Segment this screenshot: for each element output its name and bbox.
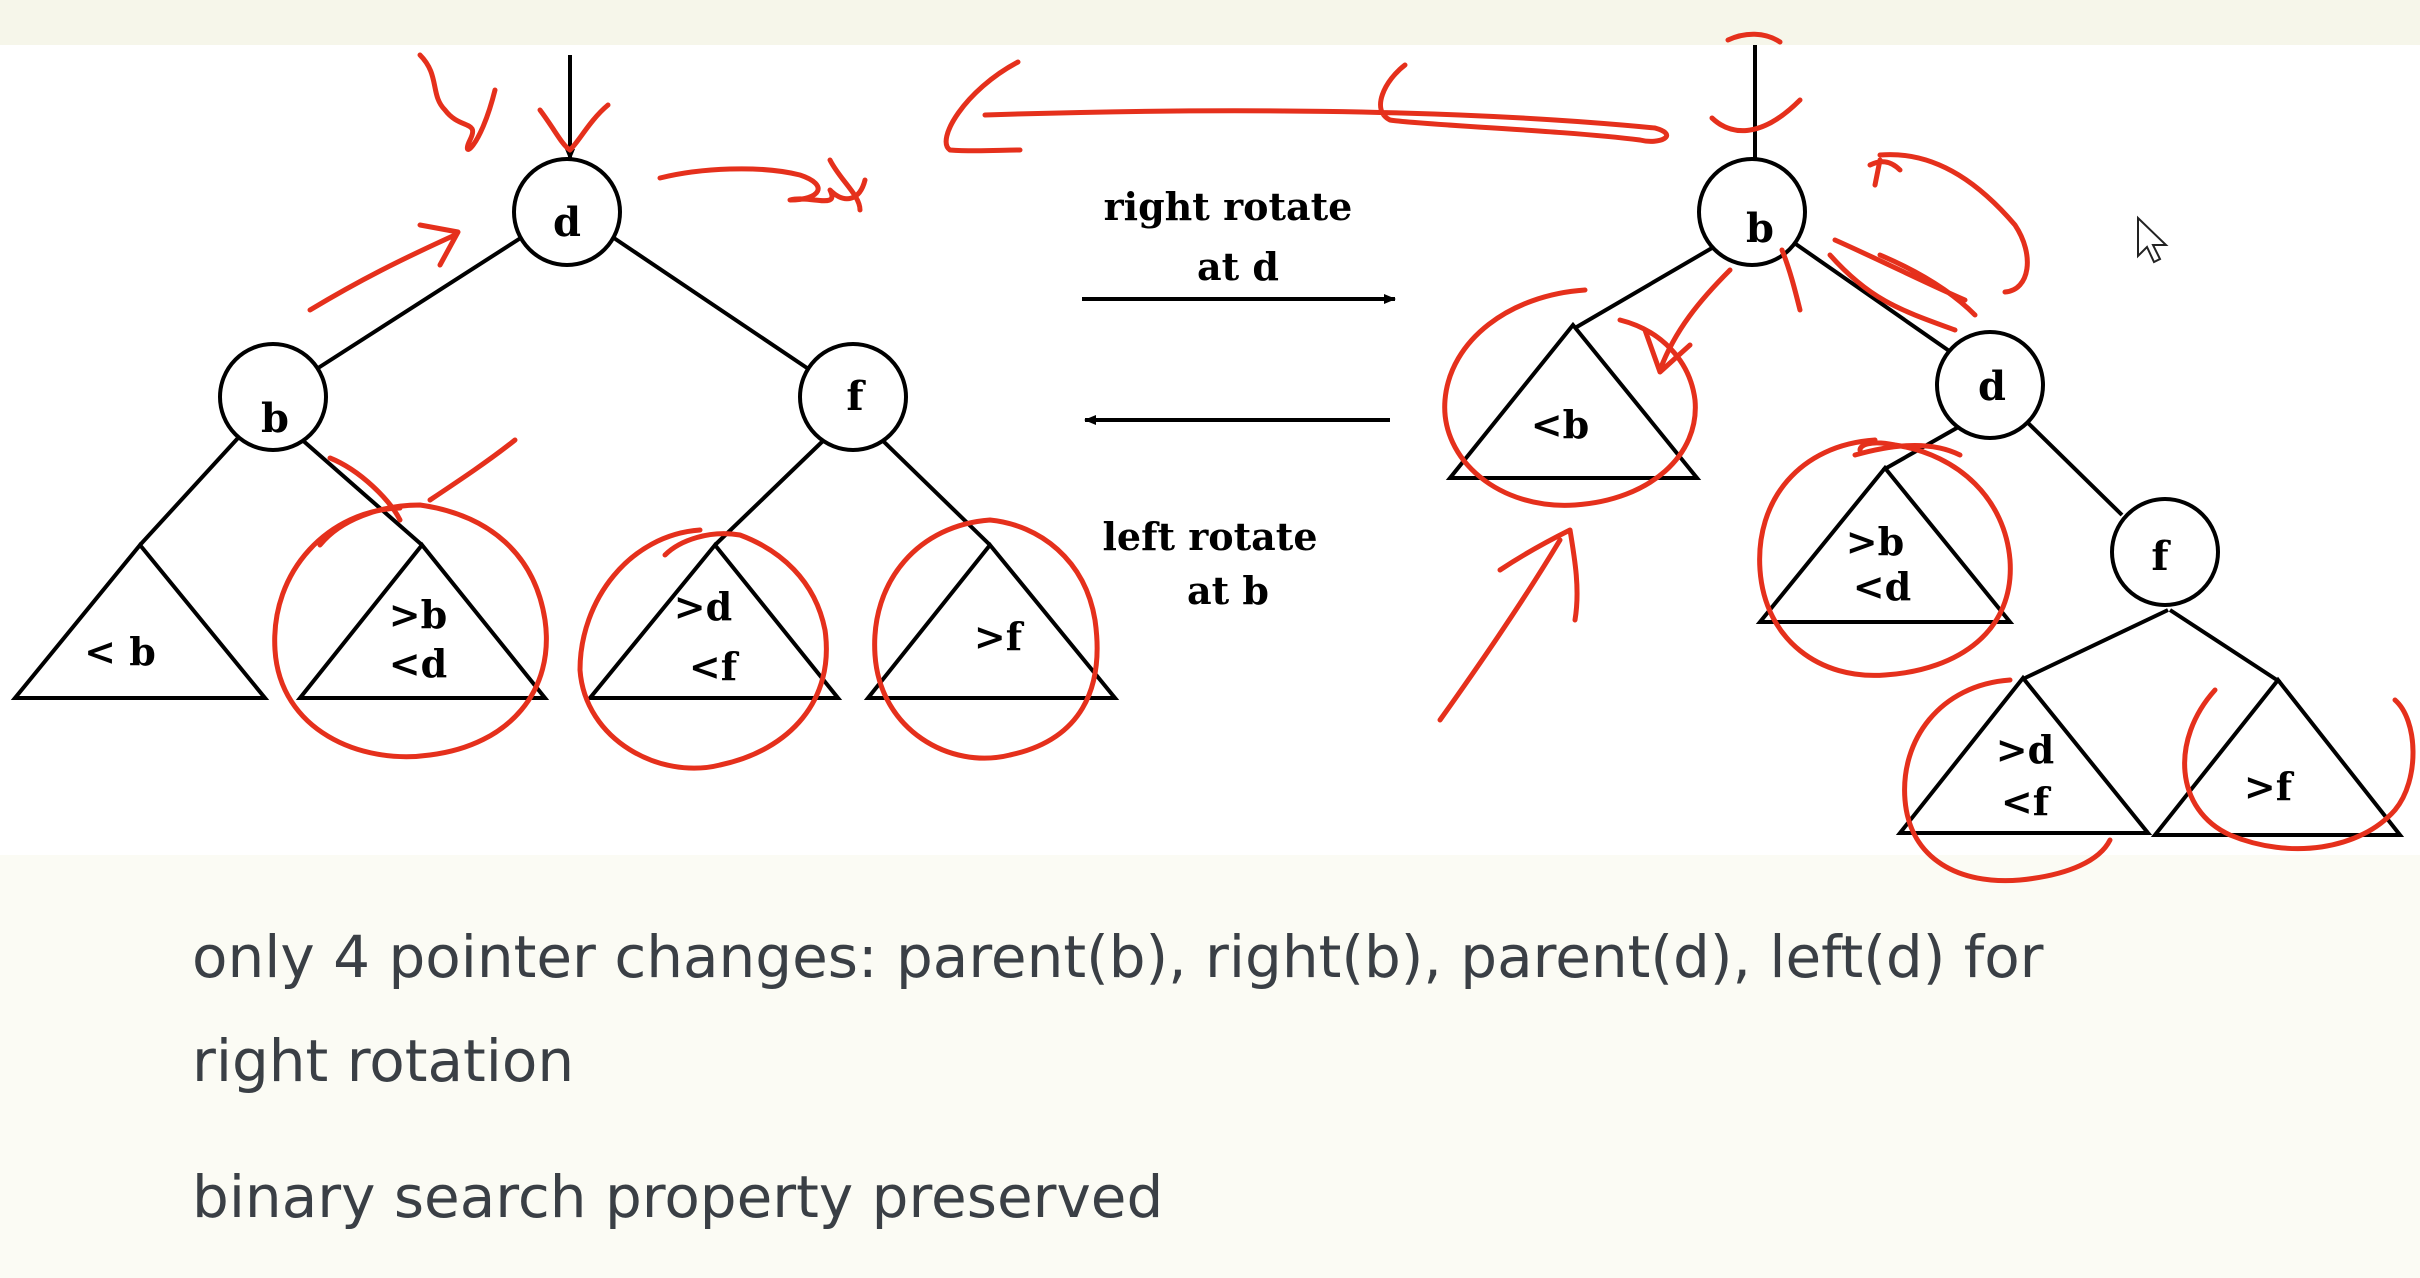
edge-b-right-subtree xyxy=(298,436,424,547)
subtree-label: >d xyxy=(674,584,732,629)
note-bst-property: binary search property preserved xyxy=(192,1163,1164,1231)
mouse-cursor-icon xyxy=(2137,215,2169,264)
right-rotate-operation: right rotate at d xyxy=(1082,184,1396,304)
ink-mark-root-after xyxy=(1709,31,1803,134)
node-label: d xyxy=(553,199,581,246)
ink-circle-gt-b-lt-d-before xyxy=(272,437,549,760)
edge-d-f xyxy=(603,230,812,372)
edge-f-left-subtree-after xyxy=(2024,608,2169,680)
subtree-gt-f: >f xyxy=(863,541,1120,700)
subtree-label: >b xyxy=(389,592,447,637)
node-label: b xyxy=(1746,205,1774,252)
subtree-label: >b xyxy=(1846,519,1904,564)
edge-f-left-subtree xyxy=(713,436,828,547)
right-rotate-caption-2: at d xyxy=(1197,244,1279,289)
edge-b-d xyxy=(1788,238,1957,357)
tree-after: <b >b <d >d <f >f b d xyxy=(1445,45,2405,837)
ink-curve-upper-right xyxy=(1867,152,2030,295)
ink-check-on-pointer xyxy=(537,102,611,153)
node-label: b xyxy=(261,395,289,442)
subtree-label: >d xyxy=(1996,727,2054,772)
subtree-label: <f xyxy=(689,644,740,689)
subtree-gt-f-after: >f xyxy=(2150,676,2405,837)
ink-circle-gt-d-lt-f-after xyxy=(1902,677,2113,884)
edge-f-right-subtree-after xyxy=(2168,608,2282,684)
node-label: f xyxy=(846,373,866,420)
edge-f-right-subtree xyxy=(878,436,992,547)
node-d-after: d xyxy=(1935,330,2045,440)
edge-b-left-subtree xyxy=(138,436,240,547)
node-label: f xyxy=(2151,533,2171,580)
subtree-gt-b-lt-d: >b <d xyxy=(295,541,550,700)
node-d-before: d xyxy=(512,157,622,267)
node-f-after: f xyxy=(2110,497,2220,607)
edge-d-b xyxy=(313,230,532,372)
rotation-diagram: < b >b <d >d <f >f d xyxy=(10,31,2416,884)
edge-b-left-subtree-after xyxy=(1573,246,1714,330)
top-band xyxy=(0,0,2420,45)
note-pointer-changes: only 4 pointer changes: parent(b), right… xyxy=(192,923,2044,991)
ink-squiggle-top-left xyxy=(417,52,498,152)
subtree-label: <b xyxy=(1531,402,1589,447)
subtree-gt-d-lt-f-after: >d <f xyxy=(1895,674,2153,835)
ink-squiggle-right-of-d xyxy=(657,157,868,213)
subtree-gt-d-lt-f: >d <f xyxy=(585,541,843,700)
ink-circle-lt-b-after xyxy=(1442,287,1698,508)
node-f-before: f xyxy=(798,342,908,452)
node-b-after: b xyxy=(1697,157,1807,267)
subtree-lt-b: < b xyxy=(10,541,270,700)
subtree-label: <d xyxy=(389,641,447,686)
ink-circle-gt-f-before xyxy=(872,517,1100,761)
subtree-gt-b-lt-d-after: >b <d xyxy=(1755,464,2015,624)
ink-arrow-b-to-left-subtree xyxy=(1642,267,1733,375)
node-label: d xyxy=(1978,363,2006,410)
node-b-before: b xyxy=(218,342,328,452)
right-rotate-caption: right rotate xyxy=(1104,184,1353,229)
left-rotate-caption: left rotate xyxy=(1102,514,1317,559)
tree-before: < b >b <d >d <f >f d xyxy=(10,55,1120,700)
handwritten-annotations xyxy=(272,31,2416,884)
edge-d-f-after xyxy=(2023,418,2124,517)
ink-circle-gt-b-lt-d-after xyxy=(1757,437,2013,678)
left-rotate-caption-2: at b xyxy=(1187,568,1269,613)
left-rotate-operation: left rotate at b xyxy=(1084,415,1390,613)
ink-circle-gt-f-after xyxy=(2182,687,2416,852)
ink-arrow-up-to-circle xyxy=(1437,527,1580,723)
subtree-label: < b xyxy=(84,629,156,674)
subtree-label: >f xyxy=(974,614,1025,659)
subtree-label: <f xyxy=(2001,779,2052,824)
subtree-label: >f xyxy=(2244,764,2295,809)
ink-arrows-b-d-after xyxy=(1827,237,1978,333)
ink-arrow-to-d xyxy=(307,222,461,313)
ink-arrow-to-right-tree xyxy=(943,59,1670,154)
subtree-lt-b-after: <b xyxy=(1445,321,1702,480)
ink-circle-gt-d-lt-f-before xyxy=(577,527,829,771)
ink-tick-on-edge xyxy=(1779,247,1803,313)
subtree-label: <d xyxy=(1853,564,1911,609)
note-pointer-changes-cont: right rotation xyxy=(192,1027,575,1095)
